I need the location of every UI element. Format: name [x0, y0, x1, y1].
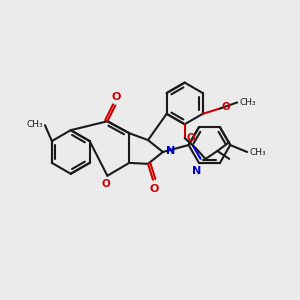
Text: O: O [112, 92, 121, 102]
Text: O: O [221, 102, 230, 112]
Text: O: O [149, 184, 159, 194]
Text: CH₃: CH₃ [26, 120, 43, 129]
Text: O: O [187, 133, 195, 143]
Text: CH₃: CH₃ [249, 148, 266, 158]
Text: CH₃: CH₃ [239, 98, 256, 107]
Text: N: N [192, 166, 202, 176]
Text: N: N [166, 146, 175, 156]
Text: O: O [101, 179, 110, 189]
